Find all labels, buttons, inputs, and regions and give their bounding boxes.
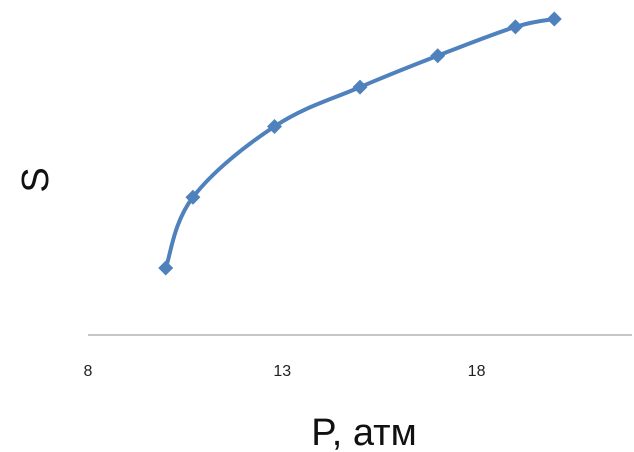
series-line (163, 17, 557, 270)
y-axis-title: S (15, 167, 57, 192)
x-tick-label: 8 (84, 363, 93, 380)
data-point-marker (352, 79, 368, 95)
x-tick-labels: 8 13 18 (84, 363, 486, 380)
x-axis-title: P, атм (311, 412, 416, 452)
data-point-marker (158, 260, 174, 276)
x-tick-label: 18 (468, 363, 486, 380)
data-point-marker (507, 19, 523, 35)
data-point-marker (546, 11, 562, 27)
x-tick-label: 13 (273, 363, 291, 380)
data-point-marker (267, 118, 283, 134)
data-point-marker (185, 189, 201, 205)
series-markers (158, 11, 562, 276)
data-point-marker (430, 48, 446, 64)
